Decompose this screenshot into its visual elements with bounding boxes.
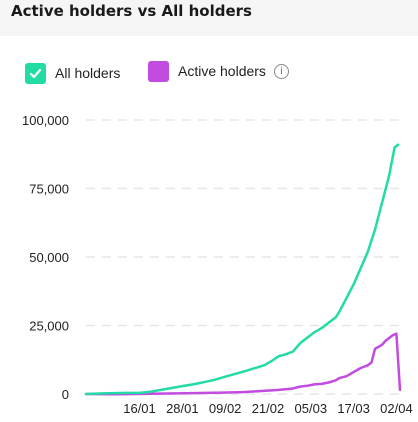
- y-tick-label: 25,000: [29, 319, 69, 334]
- series-lines: [84, 143, 402, 396]
- y-tick-label: 0: [62, 387, 69, 402]
- legend-item-active-holders[interactable]: Active holders i: [148, 59, 289, 83]
- legend-item-all-holders[interactable]: All holders: [25, 61, 120, 85]
- chart-header: Active holders vs All holders: [0, 0, 418, 36]
- legend-label-all-holders: All holders: [55, 65, 121, 81]
- y-tick-label: 100,000: [22, 113, 69, 128]
- legend-swatch-active-holders[interactable]: [148, 60, 169, 82]
- y-axis-ticks: 0 25,000 50,000 75,000 100,000: [22, 113, 69, 402]
- legend-label-active-holders: Active holders: [178, 63, 266, 79]
- x-tick-label: 17/03: [337, 401, 370, 416]
- x-axis-ticks: 16/01 28/01 09/02 21/02 05/03 17/03 02/04: [123, 401, 412, 416]
- check-icon[interactable]: [25, 62, 46, 84]
- x-tick-label: 02/04: [380, 401, 413, 416]
- x-tick-label: 05/03: [295, 401, 328, 416]
- series-line-active-holders: [84, 332, 402, 396]
- x-tick-label: 28/01: [166, 401, 199, 416]
- x-tick-label: 09/02: [209, 401, 242, 416]
- x-tick-label: 16/01: [123, 401, 156, 416]
- y-tick-label: 50,000: [29, 250, 69, 265]
- x-tick-label: 21/02: [252, 401, 285, 416]
- line-chart: 0 25,000 50,000 75,000 100,000 16/01 28/01 09/…: [22, 113, 413, 416]
- y-tick-label: 75,000: [29, 182, 69, 197]
- chart-title: Active holders vs All holders: [11, 2, 252, 20]
- grid-lines: [86, 119, 400, 395]
- series-line-all-holders: [84, 143, 400, 396]
- info-icon[interactable]: i: [273, 63, 289, 79]
